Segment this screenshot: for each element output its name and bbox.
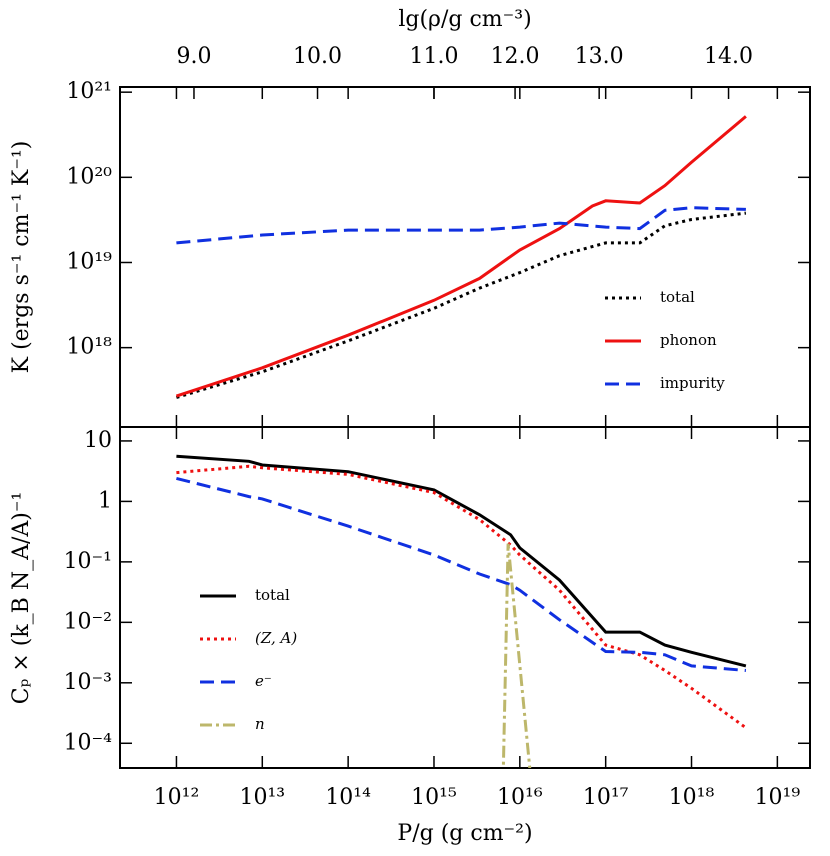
x2-tick-label: 11.0 [409,44,458,69]
legend-label: total [255,586,290,604]
y-tick-label: 10¹⁹ [66,249,112,274]
y-tick-label: 10⁻² [64,609,112,634]
y-tick-label: 10⁻¹ [64,549,112,574]
series-line [176,454,747,668]
plot-area [176,454,747,768]
plot-frame [119,426,811,769]
series-line [176,206,746,245]
legend-label: (Z, A) [255,629,297,647]
y-tick-label: 10²¹ [66,79,112,104]
series-line [175,115,747,398]
x-axis-title: P/g (g cm⁻²) [397,821,532,846]
y-tick-label: 10 [84,428,112,453]
y-axis-title: Cₚ × (k_B N_A/A)⁻¹ [9,492,34,705]
y-tick-label: 10¹⁸ [66,335,112,360]
y-tick-label: 10⁻⁴ [64,730,113,755]
series-line [175,211,747,399]
x2-axis-title: lg(ρ/g cm⁻³) [398,7,531,32]
x2-tick-label: 10.0 [293,44,342,69]
legend-label: n [255,715,265,733]
series-line [501,543,532,768]
legend-label: impurity [660,374,725,392]
x2-tick-label: 9.0 [176,44,211,69]
legend-label: e⁻ [255,672,272,690]
x-tick-label: 10¹⁸ [669,785,715,810]
x-tick-label: 10¹⁶ [497,785,543,810]
legend-label: total [660,288,695,306]
legend-label: phonon [660,331,717,349]
x2-tick-label: 14.0 [704,44,753,69]
x-tick-label: 10¹⁹ [755,785,801,810]
x2-tick-label: 12.0 [491,44,540,69]
y-axis-title: K (ergs s⁻¹ cm⁻¹ K⁻¹) [9,141,34,374]
x-tick-label: 10¹³ [239,785,285,810]
plot-area [175,115,747,399]
x-tick-label: 10¹² [154,785,200,810]
x-tick-label: 10¹⁵ [411,785,457,810]
x2-tick-label: 13.0 [575,44,624,69]
x-tick-label: 10¹⁷ [583,785,629,810]
y-tick-label: 1 [98,488,112,513]
series-line [176,464,747,730]
y-tick-label: 10²⁰ [66,164,112,189]
x-tick-label: 10¹⁴ [325,785,371,810]
y-tick-label: 10⁻³ [64,670,112,695]
